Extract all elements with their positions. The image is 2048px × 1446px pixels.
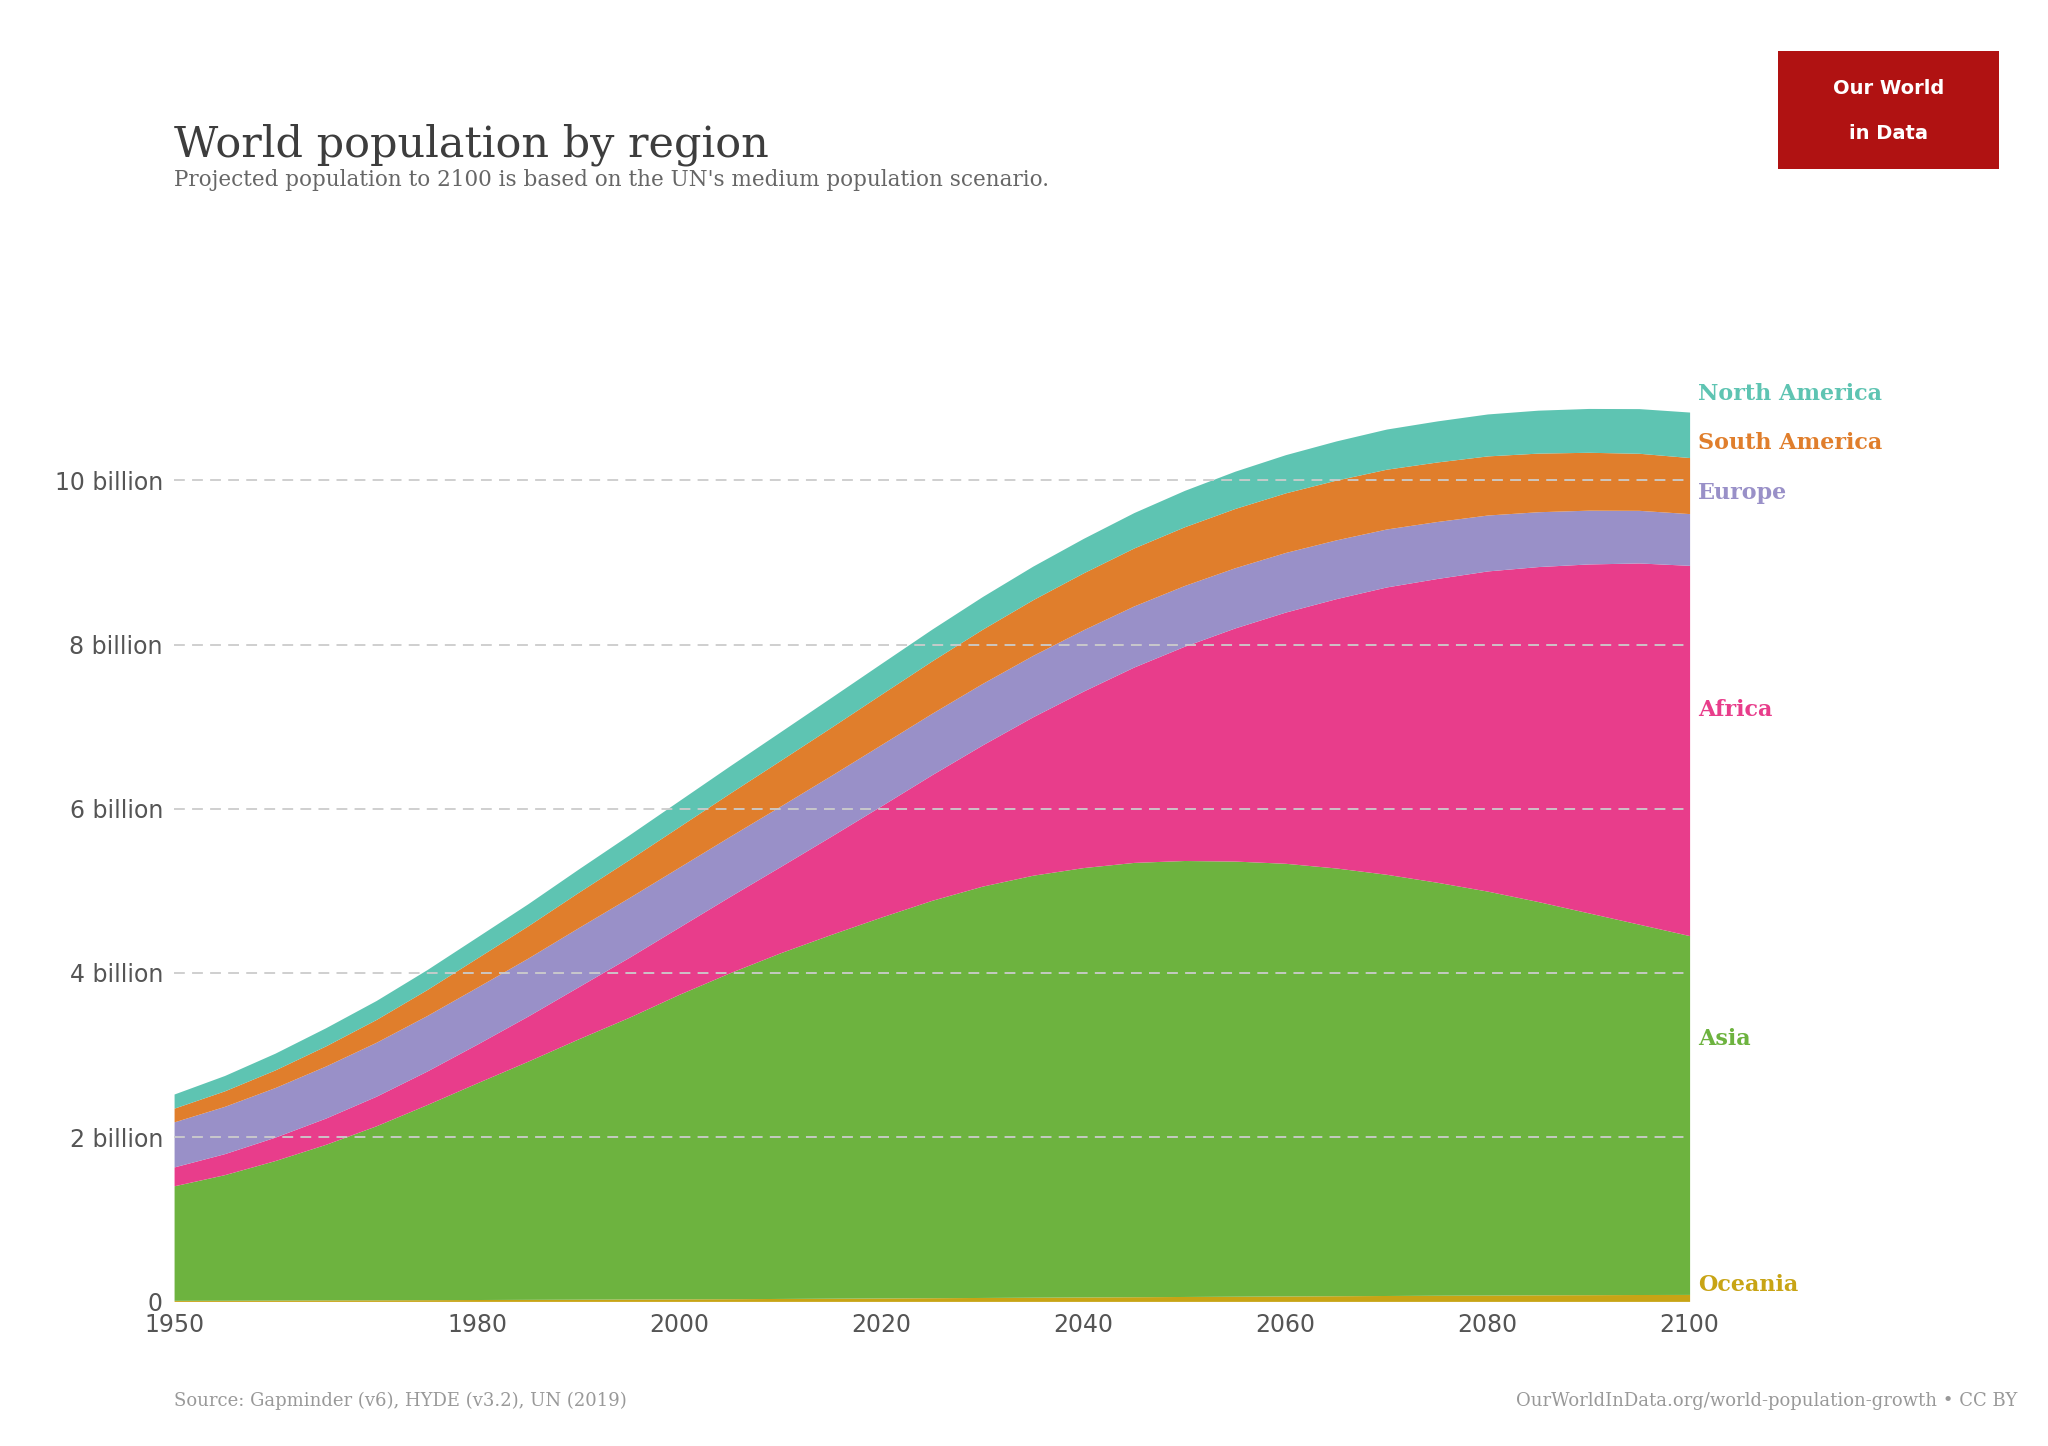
Text: Oceania: Oceania bbox=[1698, 1274, 1798, 1296]
Text: South America: South America bbox=[1698, 432, 1882, 454]
Text: Our World: Our World bbox=[1833, 80, 1944, 98]
FancyBboxPatch shape bbox=[1778, 51, 1999, 169]
Text: OurWorldInData.org/world-population-growth • CC BY: OurWorldInData.org/world-population-grow… bbox=[1516, 1392, 2017, 1410]
Text: World population by region: World population by region bbox=[174, 124, 768, 166]
Text: Projected population to 2100 is based on the UN's medium population scenario.: Projected population to 2100 is based on… bbox=[174, 169, 1049, 191]
Text: Asia: Asia bbox=[1698, 1028, 1751, 1050]
Text: North America: North America bbox=[1698, 383, 1882, 405]
Text: in Data: in Data bbox=[1849, 124, 1927, 143]
Text: Europe: Europe bbox=[1698, 482, 1788, 503]
Text: Source: Gapminder (v6), HYDE (v3.2), UN (2019): Source: Gapminder (v6), HYDE (v3.2), UN … bbox=[174, 1391, 627, 1410]
Text: Africa: Africa bbox=[1698, 700, 1772, 722]
